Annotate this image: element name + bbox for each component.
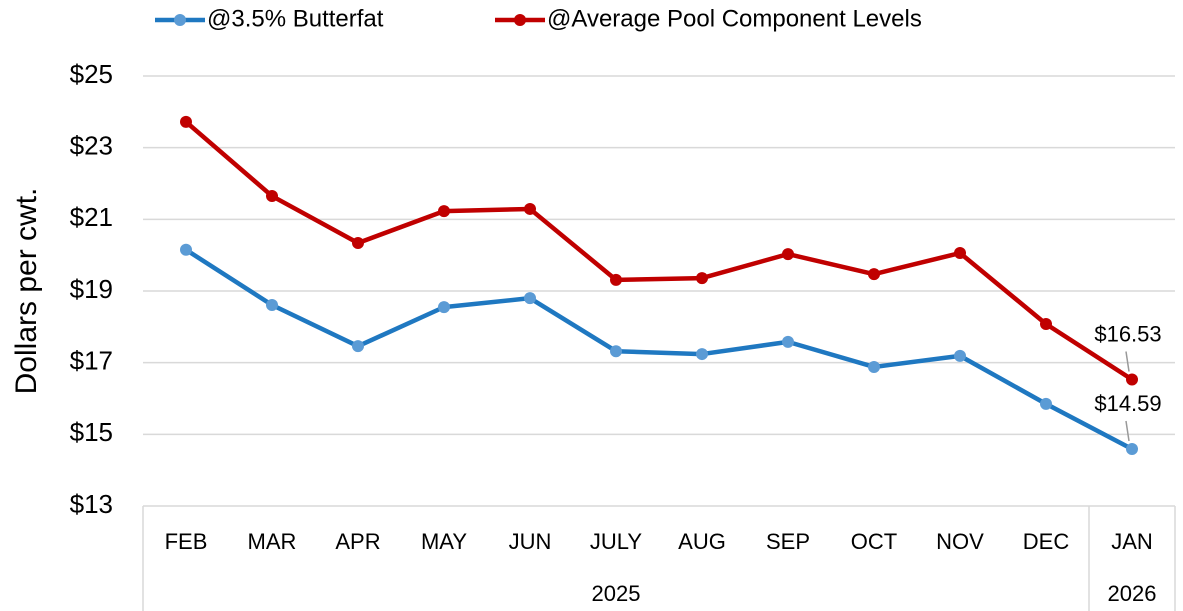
data-point: [868, 360, 880, 373]
data-point: [266, 298, 278, 311]
data-point: [524, 202, 536, 215]
x-tick-label: JULY: [590, 529, 642, 554]
group-label: 2025: [592, 581, 641, 606]
data-point: [1126, 443, 1138, 456]
x-tick-label: APR: [335, 529, 380, 554]
data-point: [782, 335, 794, 348]
legend-label: @Average Pool Component Levels: [547, 5, 922, 32]
y-tick-label: $17: [70, 346, 113, 376]
group-label: 2026: [1108, 581, 1157, 606]
data-point: [438, 301, 450, 314]
data-point: [352, 340, 364, 353]
data-point: [868, 268, 880, 281]
data-point: [610, 273, 622, 286]
data-point: [1040, 317, 1052, 330]
y-tick-label: $21: [70, 202, 113, 232]
data-point: [1126, 373, 1138, 386]
y-tick-label: $19: [70, 274, 113, 304]
legend-marker: [174, 14, 186, 26]
data-point: [1040, 397, 1052, 410]
legend-label: @3.5% Butterfat: [207, 5, 384, 32]
leader-line: [1125, 351, 1130, 372]
y-tick-label: $23: [70, 131, 113, 161]
y-tick-label: $13: [70, 489, 113, 519]
data-point: [524, 292, 536, 305]
data-point: [610, 345, 622, 358]
data-label: $14.59: [1094, 391, 1161, 416]
data-point: [782, 248, 794, 261]
x-tick-label: JAN: [1111, 529, 1153, 554]
x-tick-label: AUG: [678, 529, 726, 554]
data-point: [696, 272, 708, 285]
data-point: [954, 349, 966, 362]
x-tick-label: MAR: [248, 529, 297, 554]
x-tick-label: DEC: [1023, 529, 1070, 554]
y-tick-label: $15: [70, 417, 113, 447]
data-point: [352, 236, 364, 249]
x-tick-label: MAY: [421, 529, 467, 554]
x-tick-label: OCT: [851, 529, 897, 554]
data-point: [266, 190, 278, 203]
x-tick-label: SEP: [766, 529, 810, 554]
series-line: [184, 247, 1134, 452]
x-tick-label: FEB: [165, 529, 208, 554]
data-point: [696, 348, 708, 361]
legend-marker: [514, 14, 526, 26]
series-line: [184, 120, 1134, 382]
data-label: $16.53: [1094, 321, 1161, 346]
x-tick-label: JUN: [509, 529, 552, 554]
y-tick-label: $25: [70, 59, 113, 89]
data-point: [954, 247, 966, 260]
data-point: [180, 115, 192, 128]
leader-line: [1125, 420, 1130, 442]
data-point: [180, 243, 192, 256]
y-axis-title: Dollars per cwt.: [10, 188, 43, 395]
data-point: [438, 205, 450, 218]
x-tick-label: NOV: [936, 529, 984, 554]
